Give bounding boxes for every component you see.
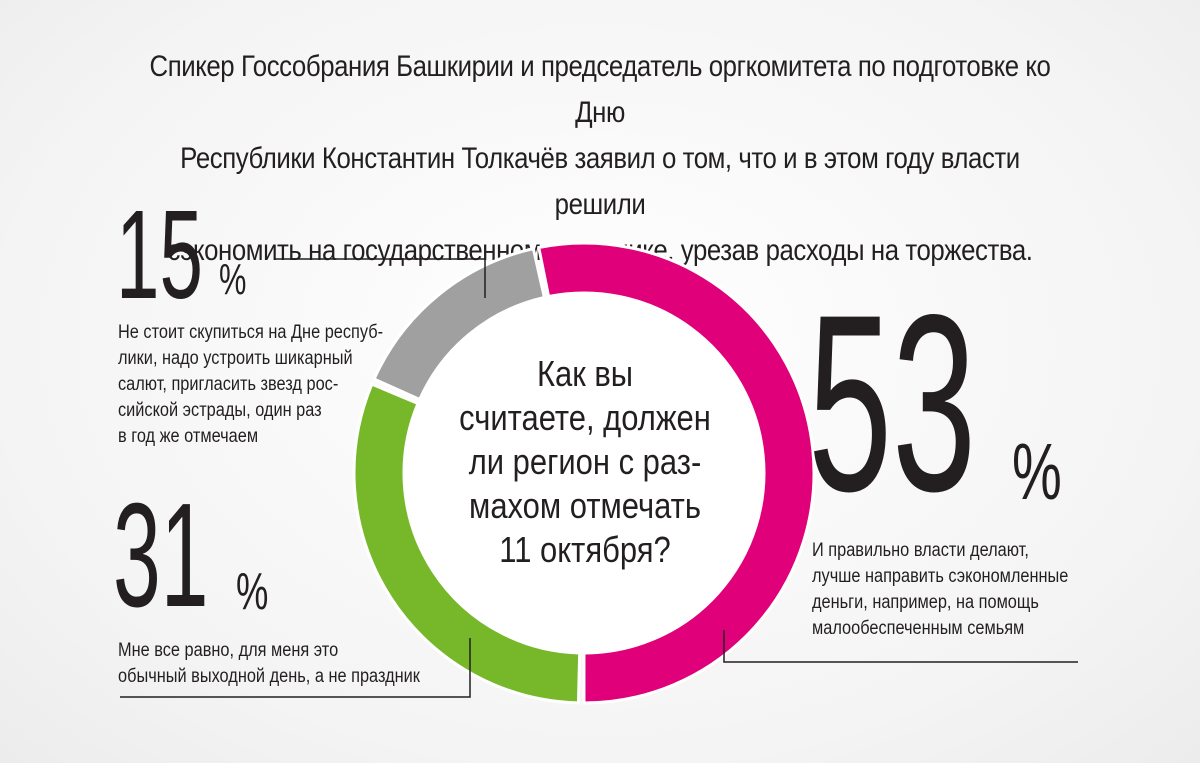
note-53: И правильно власти делают, лучше направи… (812, 538, 1068, 642)
center-question-line: махом отмечать (469, 485, 701, 526)
note-line: Мне все равно, для меня это (118, 640, 339, 661)
note-line: малообеспеченным семьям (812, 618, 1025, 639)
value-number-15: 15 (116, 184, 203, 325)
donut-hole (405, 294, 763, 652)
leader-line-31 (120, 638, 471, 698)
slice-31 (352, 382, 582, 705)
header-line: Республики Константин Толкачёв заявил о … (180, 142, 1020, 221)
value-label-31: 31 (113, 482, 278, 630)
note-line: обычный выходной день, а не праздник (118, 666, 420, 687)
center-question-line: 11 октября? (499, 529, 671, 570)
percent-sign-15: % (219, 255, 247, 304)
note-line: салют, пригласить звезд рос- (118, 374, 339, 395)
value-label-15: 15 (116, 192, 256, 318)
center-question: Как вы считаете, должен ли регион с раз-… (452, 352, 719, 572)
note-line: лики, надо устроить шикарный (118, 348, 353, 369)
note-line: деньги, например, на помощь (812, 592, 1039, 613)
leader-line-15 (275, 258, 486, 298)
note-15: Не стоит скупиться на Дне респуб- лики, … (118, 320, 383, 450)
note-line: Не стоит скупиться на Дне респуб- (118, 322, 384, 343)
note-line: И правильно власти делают, (812, 540, 1029, 561)
leader-line-53 (723, 630, 1078, 663)
center-question-line: ли регион с раз- (468, 441, 702, 482)
note-line: сийской эстрады, один раз (118, 400, 322, 421)
center-question-line: считаете, должен (459, 397, 711, 438)
percent-sign-31: % (236, 563, 269, 621)
slice-15 (372, 246, 547, 402)
note-31: Мне все равно, для меня это обычный выхо… (118, 638, 420, 690)
header-line: Спикер Госсобрания Башкирии и председате… (149, 50, 1051, 129)
value-label-53: 53 (808, 278, 1088, 530)
percent-sign-53: % (1012, 427, 1062, 516)
note-line: лучше направить сэкономленные (812, 566, 1069, 587)
center-question-line: Как вы (536, 353, 634, 394)
value-number-31: 31 (113, 473, 209, 638)
slice-53 (536, 241, 816, 705)
note-line: в год же отмечаем (118, 426, 259, 447)
value-number-53: 53 (808, 263, 977, 544)
